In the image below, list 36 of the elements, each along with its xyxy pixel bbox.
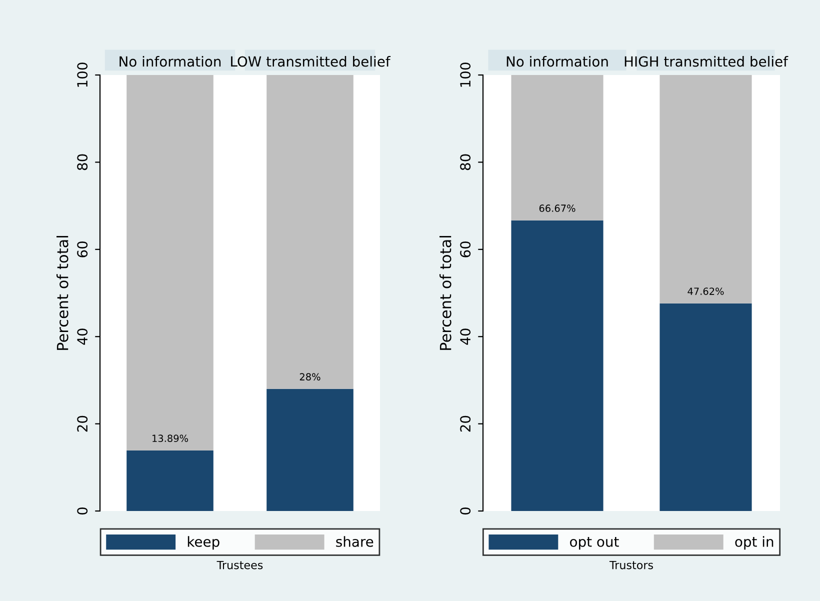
y-tick-label: 100 xyxy=(77,62,88,87)
x-tick-label: HIGH transmitted belief xyxy=(624,56,788,67)
y-tick-label: 60 xyxy=(77,241,88,258)
y-tick-label: 0 xyxy=(77,508,88,515)
data-label: 28% xyxy=(300,373,320,380)
y-tick-label: 80 xyxy=(77,154,88,170)
x-axis-title: Trustors xyxy=(609,560,653,570)
bar xyxy=(266,75,354,389)
y-tick-label: 20 xyxy=(77,416,88,432)
bar xyxy=(660,303,752,511)
data-label: 13.89% xyxy=(152,434,188,442)
bar xyxy=(126,75,214,450)
y-tick-label: 0 xyxy=(460,508,471,515)
x-tick-label: No information xyxy=(120,56,221,67)
x-axis-title: Trustees xyxy=(216,560,263,570)
x-tick-label: No information xyxy=(506,56,608,67)
bar xyxy=(266,388,354,511)
data-label: 66.67% xyxy=(539,204,576,212)
y-axis-title: Percent of total xyxy=(439,236,452,350)
bar xyxy=(511,220,604,511)
bar xyxy=(660,75,752,304)
series-label: opt out xyxy=(570,536,619,550)
y-tick-label: 40 xyxy=(460,328,471,345)
bar xyxy=(126,450,214,511)
x-tick-label: LOW transmitted belief xyxy=(231,56,391,67)
y-tick-label: 80 xyxy=(460,154,471,170)
legend-label: keep xyxy=(188,536,220,550)
y-tick-label: 40 xyxy=(77,328,88,345)
data-label: 47.62% xyxy=(688,288,724,295)
y-tick-label: 60 xyxy=(460,241,471,258)
legend-label: opt in xyxy=(735,536,774,550)
y-tick-label: 20 xyxy=(460,416,471,432)
y-tick-label: 100 xyxy=(460,62,471,87)
legend-label: share xyxy=(336,536,374,547)
bar xyxy=(511,75,604,220)
y-axis-title: Percent of total xyxy=(56,236,68,350)
